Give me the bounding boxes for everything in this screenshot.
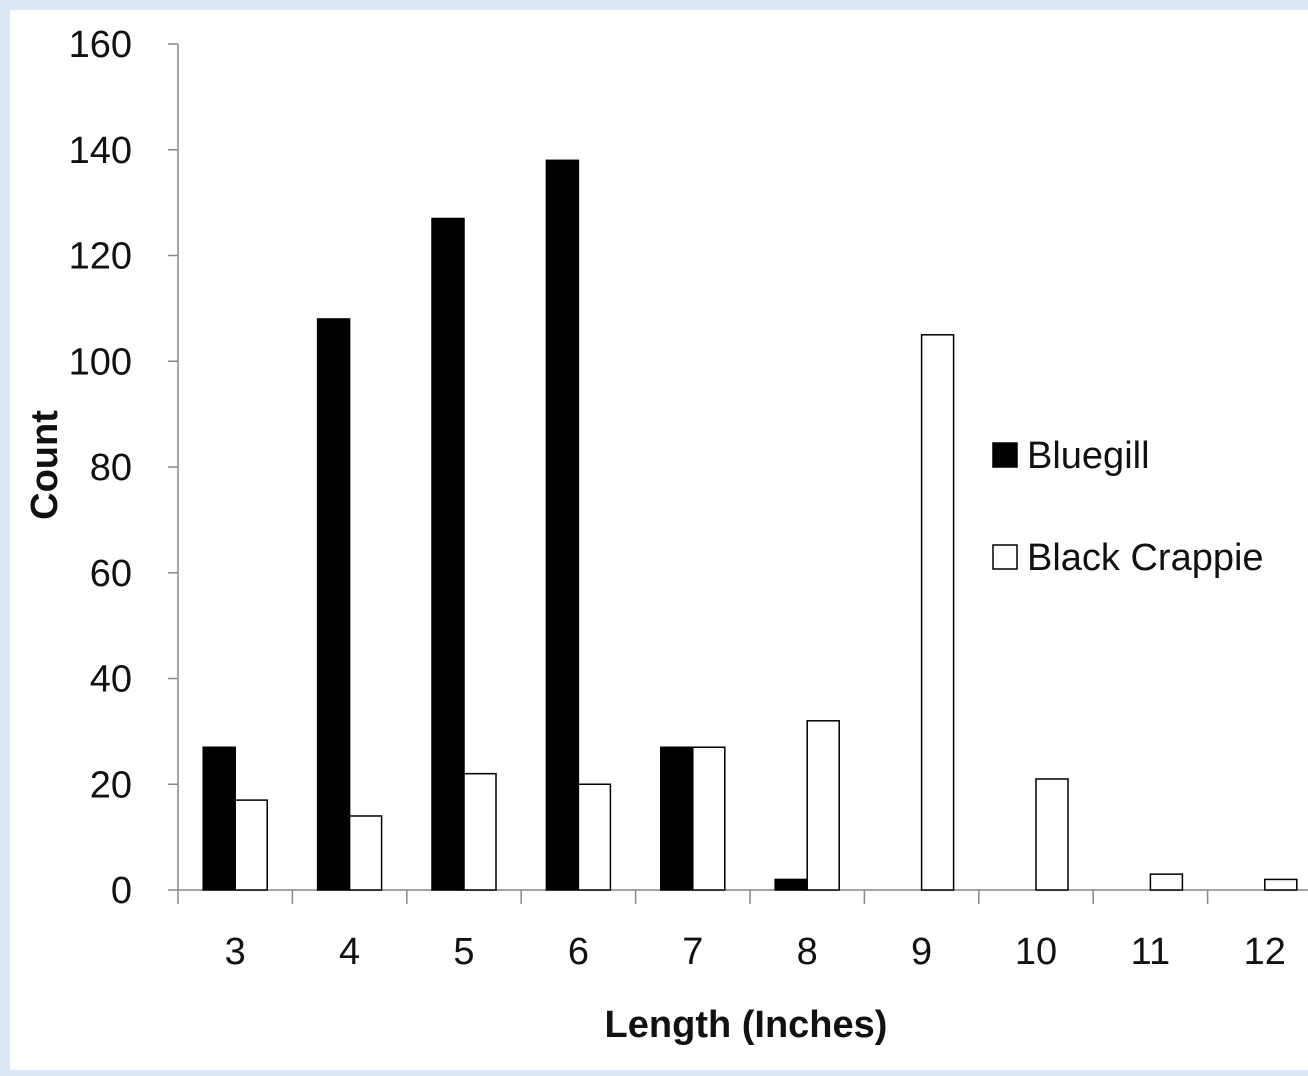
bar-black-crappie-12 [1264, 878, 1298, 891]
x-tick-label: 8 [797, 931, 818, 973]
y-tick-label: 0 [111, 870, 132, 912]
x-tick-label: 9 [911, 931, 932, 973]
x-tick-label: 12 [1244, 931, 1286, 973]
x-tick-label: 4 [339, 931, 360, 973]
y-tick-label: 160 [69, 24, 132, 66]
y-tick-label: 100 [69, 341, 132, 383]
x-tick-labels: 3 4 5 6 7 8 9 10 11 12 [225, 931, 1286, 973]
bar-black-crappie-5 [463, 772, 497, 891]
legend-swatch-black-crappie [992, 544, 1018, 570]
y-tick-label: 120 [69, 236, 132, 278]
bar-bluegill-3 [202, 746, 236, 891]
x-tick-label: 10 [1015, 931, 1057, 973]
x-tick-label: 5 [453, 931, 474, 973]
y-tick-labels: 0 20 40 60 80 100 120 140 160 [69, 24, 132, 912]
legend: Bluegill Black Crappie [992, 435, 1264, 579]
x-tick-label: 3 [225, 931, 246, 973]
x-tick-label: 7 [682, 931, 703, 973]
y-tick-label: 140 [69, 130, 132, 172]
bar-black-crappie-6 [577, 783, 612, 891]
bar-black-crappie-9 [920, 334, 955, 891]
bar-black-crappie-8 [806, 720, 840, 891]
y-axis-title: Count [24, 410, 66, 520]
bar-black-crappie-10 [1035, 778, 1069, 891]
legend-label-bluegill: Bluegill [1027, 435, 1150, 477]
chart-frame: 0 20 40 60 80 100 120 140 160 3 4 5 6 7 8 9 10 11 12 Coun… [10, 10, 1308, 1070]
y-tick-label: 20 [90, 764, 132, 806]
y-tick-label: 40 [90, 659, 132, 701]
bar-black-crappie-11 [1149, 873, 1184, 891]
bar-black-crappie-4 [348, 815, 383, 891]
bars [202, 159, 1298, 891]
legend-swatch-bluegill [992, 442, 1018, 468]
y-tick-label: 80 [90, 447, 132, 489]
bar-bluegill-7 [660, 746, 694, 891]
bar-bluegill-5 [431, 217, 465, 891]
bar-bluegill-4 [316, 318, 351, 891]
y-tick-label: 60 [90, 553, 132, 595]
bar-black-crappie-3 [234, 799, 268, 891]
x-tick-label: 6 [568, 931, 589, 973]
x-tick-label: 11 [1131, 931, 1170, 973]
bar-black-crappie-7 [692, 746, 726, 891]
x-axis-title: Length (Inches) [605, 1004, 888, 1046]
legend-label-black-crappie: Black Crappie [1027, 537, 1264, 579]
bar-bluegill-6 [545, 159, 580, 891]
bar-bluegill-8 [774, 878, 808, 891]
chart: 0 20 40 60 80 100 120 140 160 3 4 5 6 7 8 9 10 11 12 Coun… [24, 24, 1308, 1046]
